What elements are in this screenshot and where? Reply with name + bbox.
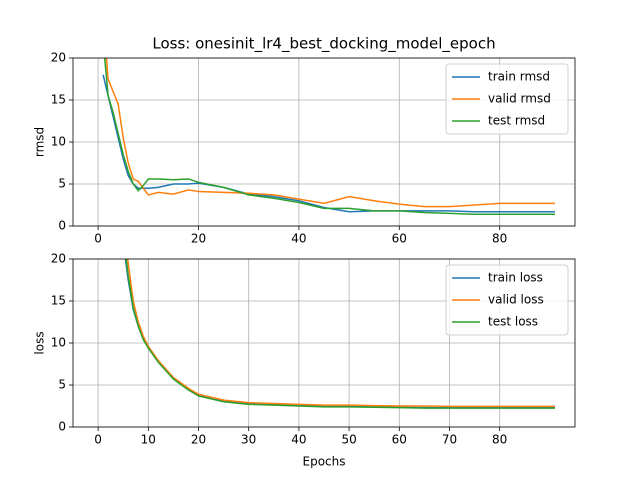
y-tick-label: 0 bbox=[58, 219, 66, 233]
y-tick-label: 10 bbox=[51, 135, 66, 149]
x-tick-label: 0 bbox=[94, 433, 102, 447]
legend: train rmsd valid rmsd test rmsd bbox=[445, 63, 569, 135]
y-tick-label: 20 bbox=[51, 252, 66, 266]
legend-label: valid rmsd bbox=[488, 92, 551, 106]
plot-area bbox=[102, 58, 555, 215]
legend-label: test loss bbox=[488, 315, 538, 329]
plot-area bbox=[124, 259, 555, 409]
x-tick-label: 60 bbox=[392, 232, 407, 246]
y-tick-label: 0 bbox=[58, 420, 66, 434]
line-series bbox=[126, 259, 555, 408]
axes-frame bbox=[72, 57, 576, 227]
x-tick-label: 80 bbox=[492, 433, 507, 447]
line-series bbox=[125, 259, 555, 409]
x-tick-label: 30 bbox=[241, 433, 256, 447]
x-tick-label: 50 bbox=[341, 433, 356, 447]
subplot: 0 10 20 30 40 50 60 70 80 0 5 10 15 20 Epochs loss train… bbox=[33, 252, 576, 469]
y-axis-label: rmsd bbox=[33, 127, 47, 157]
x-tick-label: 20 bbox=[191, 232, 206, 246]
y-axis-label: loss bbox=[33, 331, 47, 354]
legend-label: train rmsd bbox=[488, 70, 550, 84]
legend: train loss valid loss test loss bbox=[445, 264, 569, 336]
x-tick-label: 80 bbox=[492, 232, 507, 246]
legend-label: test rmsd bbox=[488, 114, 545, 128]
legend-label: train loss bbox=[488, 271, 543, 285]
legend-box bbox=[445, 63, 569, 135]
x-axis-label: Epochs bbox=[303, 455, 346, 469]
x-tick-label: 60 bbox=[392, 433, 407, 447]
line-series bbox=[105, 58, 555, 208]
y-tick-label: 5 bbox=[58, 177, 66, 191]
axes-frame bbox=[72, 258, 576, 428]
x-tick-label: 10 bbox=[141, 433, 156, 447]
x-tick-label: 70 bbox=[442, 433, 457, 447]
y-tick-label: 15 bbox=[51, 93, 66, 107]
x-tick-label: 0 bbox=[94, 232, 102, 246]
x-tick-label: 40 bbox=[291, 433, 306, 447]
line-series bbox=[103, 58, 555, 215]
y-tick-label: 5 bbox=[58, 378, 66, 392]
subplot: 0 20 40 60 80 0 5 10 15 20 Loss: onesinit_lr4_best… bbox=[33, 35, 576, 246]
x-tick-label: 20 bbox=[191, 433, 206, 447]
y-tick-label: 15 bbox=[51, 294, 66, 308]
chart-title: Loss: onesinit_lr4_best_docking_model_ep… bbox=[152, 35, 495, 54]
legend-box bbox=[445, 264, 569, 336]
y-tick-label: 10 bbox=[51, 336, 66, 350]
y-tick-label: 20 bbox=[51, 51, 66, 65]
legend-label: valid loss bbox=[488, 293, 544, 307]
x-tick-label: 40 bbox=[291, 232, 306, 246]
